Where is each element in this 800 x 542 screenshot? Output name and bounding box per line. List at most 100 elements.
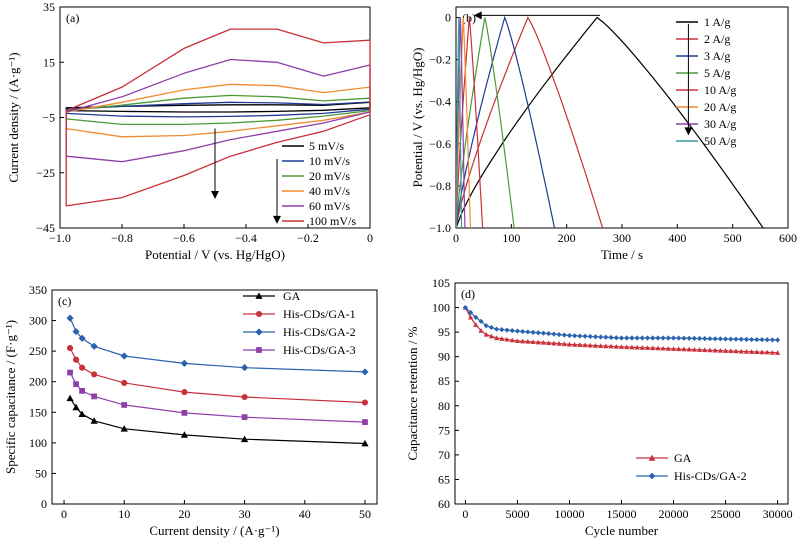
legend-marker — [256, 347, 262, 353]
y-axis-label: Current density / (A·g⁻¹) — [6, 52, 21, 182]
data-point — [733, 348, 739, 354]
data-point — [546, 330, 552, 337]
y-tick-label: 65 — [438, 472, 450, 486]
data-point — [520, 338, 526, 344]
data-point — [743, 348, 749, 354]
data-point — [468, 309, 474, 316]
panel-letter: (d) — [461, 287, 475, 301]
y-tick-label: 85 — [438, 374, 450, 388]
data-point — [624, 344, 630, 350]
data-point — [551, 331, 557, 337]
series-line — [464, 307, 778, 341]
data-point — [473, 314, 479, 320]
x-tick-label: 5000 — [505, 507, 529, 521]
data-point — [592, 343, 599, 348]
data-point — [551, 340, 557, 346]
y-tick-label: 300 — [29, 314, 47, 328]
data-point — [241, 414, 248, 421]
x-tick-label: 0 — [367, 231, 373, 245]
data-point — [488, 333, 495, 339]
data-point — [650, 335, 656, 341]
y-tick-label: 70 — [438, 448, 450, 462]
data-point — [240, 364, 249, 372]
data-point — [728, 348, 734, 354]
y-tick-label: −25 — [36, 166, 55, 180]
data-point — [514, 338, 521, 344]
data-point — [181, 389, 188, 396]
data-point — [121, 402, 128, 408]
x-tick-label: 200 — [558, 231, 576, 245]
data-point — [655, 345, 661, 351]
legend-label: 60 mV/s — [309, 199, 350, 213]
data-point — [582, 333, 588, 339]
data-point — [712, 336, 718, 342]
legend-label: His-CDs/GA-3 — [283, 343, 356, 357]
legend-label: 20 A/g — [704, 100, 736, 114]
data-point — [613, 343, 619, 349]
y-tick-label: 150 — [29, 405, 47, 419]
data-point — [509, 337, 515, 343]
x-tick-label: 20000 — [659, 507, 689, 521]
data-point — [535, 330, 541, 336]
data-point — [634, 335, 640, 341]
data-point — [691, 335, 697, 341]
data-point — [681, 346, 687, 352]
data-point — [540, 330, 547, 336]
data-point — [561, 332, 567, 338]
legend-label: 100 mV/s — [309, 214, 356, 228]
legend-label: 40 mV/s — [309, 184, 350, 198]
data-point — [530, 329, 536, 335]
y-tick-label: −0.8 — [429, 179, 451, 193]
x-axis-label: Potential / V (vs. Hg/HgO) — [145, 247, 285, 262]
data-point — [572, 333, 578, 339]
data-point — [733, 336, 739, 342]
data-point — [728, 336, 734, 342]
y-axis-label: Potential / V (vs. Hg/HgO) — [410, 48, 425, 188]
x-tick-label: 0 — [462, 507, 468, 521]
legend-label: 30 A/g — [704, 117, 736, 131]
data-point — [748, 349, 755, 354]
data-point — [707, 347, 713, 353]
y-tick-label: 60 — [438, 497, 450, 511]
x-tick-label: 25000 — [711, 507, 741, 521]
x-tick-label: 400 — [668, 231, 686, 245]
x-tick-label: 30 — [239, 507, 251, 521]
data-point — [509, 328, 515, 334]
data-point — [624, 335, 630, 341]
data-point — [774, 350, 781, 355]
data-point — [764, 337, 770, 343]
data-point — [696, 335, 703, 342]
data-point — [696, 347, 703, 352]
data-point — [240, 435, 249, 443]
arrow-head — [684, 127, 693, 136]
x-tick-label: −0.4 — [235, 231, 257, 245]
data-point — [181, 410, 188, 416]
data-point — [722, 336, 729, 342]
legend-marker — [255, 310, 263, 318]
data-point — [180, 359, 189, 367]
data-point — [754, 349, 760, 355]
data-point — [769, 349, 775, 355]
x-axis-label: Time / s — [601, 247, 643, 262]
x-tick-label: −0.2 — [297, 231, 319, 245]
legend-label: 50 A/g — [704, 134, 736, 148]
data-point — [494, 335, 500, 341]
data-point — [79, 388, 85, 394]
data-point — [681, 335, 687, 341]
data-point — [676, 335, 682, 341]
data-point — [556, 341, 562, 346]
data-point — [754, 336, 760, 343]
data-point — [598, 343, 604, 348]
legend-label: 2 A/g — [704, 32, 730, 46]
data-point — [655, 335, 661, 341]
data-point — [79, 364, 86, 371]
data-point — [577, 333, 583, 339]
data-point — [72, 403, 80, 411]
data-point — [462, 304, 469, 311]
data-point — [634, 344, 640, 350]
data-point — [520, 328, 526, 335]
legend-label: 5 mV/s — [309, 139, 344, 153]
legend-label: 10 A/g — [704, 83, 736, 97]
panel-a: −1.0 −0.8 −0.6 −0.4 −0.2 0 −45 −25 −5 15 35 Potenti… — [6, 0, 373, 262]
